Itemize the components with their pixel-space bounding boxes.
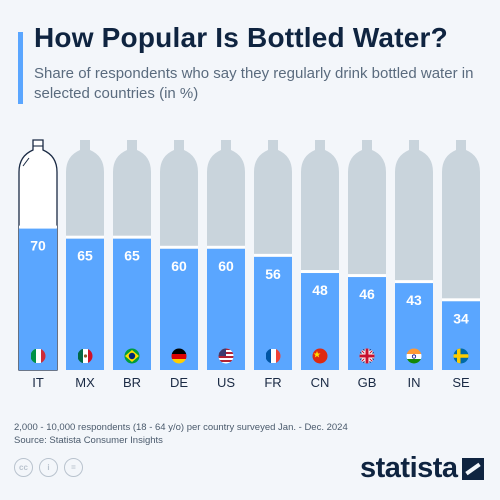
bar-group-mx: 65 MX (66, 140, 104, 390)
sweden-flag-icon (453, 348, 469, 364)
value-label: 65 (124, 248, 140, 264)
flag-star (313, 351, 321, 358)
category-label: MX (75, 375, 95, 390)
flag-band (171, 359, 187, 364)
bar-gap (395, 280, 433, 284)
value-label: 48 (312, 282, 328, 298)
bar-group-it: 70 IT (18, 139, 58, 390)
category-label: GB (358, 375, 377, 390)
bar-gap (66, 235, 104, 239)
bar-group-de: 60 DE (160, 140, 198, 390)
value-label: 46 (359, 286, 375, 302)
statista-logo[interactable]: statista (360, 452, 484, 485)
category-label: BR (123, 375, 141, 390)
flag-band (171, 348, 187, 354)
category-label: IT (32, 375, 44, 390)
usa-flag-icon (218, 348, 234, 364)
bar (113, 238, 151, 370)
flag-globe (128, 352, 136, 360)
india-flag-icon (406, 348, 422, 364)
bar (66, 238, 104, 370)
logo-mark-icon (461, 457, 484, 480)
category-label: FR (264, 375, 281, 390)
chart-title: How Popular Is Bottled Water? (34, 22, 448, 53)
footnote: 2,000 - 10,000 respondents (18 - 64 y/o)… (14, 421, 348, 447)
flag-band (271, 349, 276, 363)
value-label: 43 (406, 292, 422, 308)
bottle-shine (22, 157, 30, 167)
flag-emblem (83, 354, 88, 358)
bar (19, 228, 57, 370)
flag-band (406, 354, 422, 359)
bar-group-gb: 46 GB (348, 140, 386, 390)
flag-band (406, 348, 422, 354)
bar-group-us: 60 US (207, 140, 245, 390)
value-label: 34 (453, 310, 469, 326)
flag-band (88, 349, 93, 363)
cc-icon[interactable]: cc (14, 458, 33, 477)
survey-note: 2,000 - 10,000 respondents (18 - 64 y/o)… (14, 422, 348, 433)
source-note: Source: Statista Consumer Insights (14, 435, 163, 446)
flag-band (266, 349, 271, 363)
germany-flag-icon (171, 348, 187, 364)
brazil-flag-icon (124, 348, 140, 364)
value-label: 56 (265, 266, 281, 282)
flag-stripe (218, 356, 234, 358)
value-label: 60 (171, 258, 187, 274)
bar-gap (254, 253, 292, 257)
value-label: 65 (77, 248, 93, 264)
flag-field (312, 348, 328, 364)
value-label: 70 (30, 238, 46, 254)
france-flag-icon (266, 349, 281, 363)
license-icons: cc i = (14, 458, 83, 477)
nd-icon[interactable]: = (64, 458, 83, 477)
flag-canton (218, 348, 226, 356)
bottle-bar-chart: 70 IT 65 MX 65 BR 60 DE 60 US 56 FR 48 CN 46 GB 43 IN 34 SE (18, 139, 480, 390)
mexico-flag-icon (78, 349, 93, 363)
bar-group-cn: 48 CN (301, 140, 339, 390)
flag-band (36, 349, 41, 363)
category-label: SE (452, 375, 470, 390)
bar-gap (348, 274, 386, 278)
bar-group-fr: 56 FR (254, 140, 292, 390)
chart-subtitle: Share of respondents who say they regula… (34, 65, 474, 102)
value-label: 60 (218, 258, 234, 274)
flag-cross (453, 354, 469, 358)
flag-chakra (411, 354, 417, 359)
category-label: CN (311, 375, 330, 390)
bar-gap (207, 245, 245, 249)
bar-gap (19, 225, 57, 229)
flag-cross (359, 354, 375, 358)
bar-group-in: 43 IN (395, 140, 433, 390)
category-label: IN (408, 375, 421, 390)
flag-band (31, 349, 36, 363)
logo-text: statista (360, 452, 458, 484)
by-icon[interactable]: i (39, 458, 58, 477)
bar-gap (442, 298, 480, 302)
bar-group-br: 65 BR (113, 140, 151, 390)
flag-band (171, 354, 187, 359)
category-label: DE (170, 375, 188, 390)
title-accent-bar (18, 32, 23, 104)
bar-gap (160, 245, 198, 249)
china-flag-icon (312, 348, 328, 364)
italy-flag-icon (31, 349, 46, 363)
category-label: US (217, 375, 235, 390)
flag-stripe (218, 360, 234, 362)
bar-gap (113, 235, 151, 239)
flag-band (406, 359, 422, 364)
flag-band (78, 349, 83, 363)
flag-band (276, 349, 281, 363)
flag-band (41, 349, 46, 363)
bar-group-se: 34 SE (442, 140, 480, 390)
bar-gap (301, 270, 339, 274)
